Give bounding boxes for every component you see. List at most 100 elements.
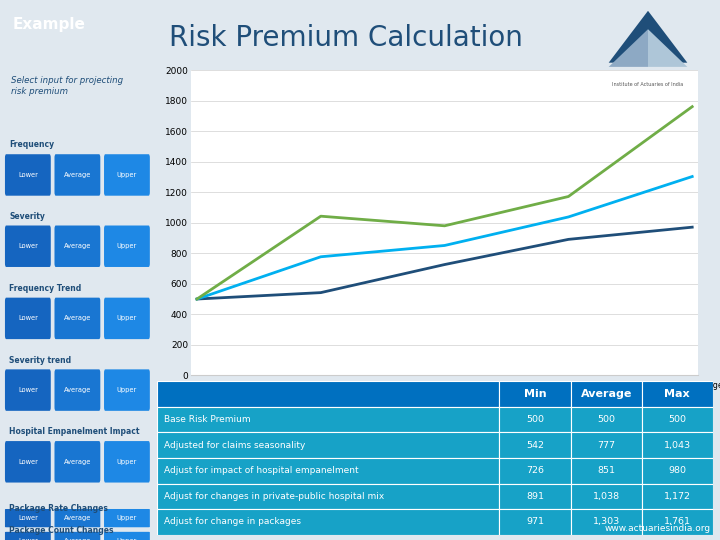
- Text: Upper: Upper: [117, 515, 137, 521]
- Text: Average: Average: [63, 243, 91, 249]
- Bar: [642, 483, 713, 509]
- Bar: [642, 458, 713, 483]
- FancyBboxPatch shape: [5, 532, 51, 540]
- Bar: [642, 381, 713, 407]
- Bar: [571, 433, 642, 458]
- Text: Package Count Changes: Package Count Changes: [9, 526, 114, 535]
- Text: 891: 891: [526, 492, 544, 501]
- Text: Adjust for changes in private-public hospital mix: Adjust for changes in private-public hos…: [163, 492, 384, 501]
- Text: Lower: Lower: [18, 172, 38, 178]
- FancyBboxPatch shape: [5, 298, 51, 339]
- Text: Adjust for impact of hospital empanelment: Adjust for impact of hospital empanelmen…: [163, 466, 359, 475]
- FancyBboxPatch shape: [55, 154, 100, 195]
- Bar: [499, 381, 571, 407]
- FancyBboxPatch shape: [5, 441, 51, 483]
- Polygon shape: [608, 11, 688, 63]
- Text: 34: 34: [12, 517, 30, 530]
- Text: 777: 777: [598, 441, 616, 450]
- FancyBboxPatch shape: [104, 154, 150, 195]
- Text: Average: Average: [63, 387, 91, 393]
- Legend: Min, Average, Max: Min, Average, Max: [344, 481, 545, 498]
- Text: 500: 500: [598, 415, 616, 424]
- Text: Lower: Lower: [18, 459, 38, 465]
- Text: Lower: Lower: [18, 515, 38, 521]
- FancyBboxPatch shape: [55, 369, 100, 411]
- Min: [317, 289, 325, 296]
- Line: Average: Average: [197, 177, 692, 299]
- Text: Average: Average: [580, 389, 632, 399]
- FancyBboxPatch shape: [104, 226, 150, 267]
- Max: [193, 296, 202, 302]
- Text: Lower: Lower: [18, 538, 38, 540]
- Text: 1,172: 1,172: [664, 492, 690, 501]
- Text: Adjusted for claims seasonality: Adjusted for claims seasonality: [163, 441, 305, 450]
- Min: [193, 296, 202, 302]
- FancyBboxPatch shape: [5, 509, 51, 527]
- FancyBboxPatch shape: [5, 154, 51, 195]
- Bar: [571, 407, 642, 433]
- Bar: [157, 458, 499, 483]
- Text: 851: 851: [598, 466, 616, 475]
- FancyBboxPatch shape: [55, 298, 100, 339]
- FancyBboxPatch shape: [104, 532, 150, 540]
- Text: 1,303: 1,303: [593, 517, 620, 526]
- Text: Risk Premium Calculation: Risk Premium Calculation: [169, 24, 523, 52]
- Min: [564, 236, 572, 242]
- Average: [193, 296, 202, 302]
- Text: Frequency Trend: Frequency Trend: [9, 284, 81, 293]
- Average: [317, 253, 325, 260]
- Bar: [499, 433, 571, 458]
- Text: Upper: Upper: [117, 315, 137, 321]
- Bar: [571, 483, 642, 509]
- FancyBboxPatch shape: [55, 441, 100, 483]
- Text: 980: 980: [668, 466, 686, 475]
- Text: Package Rate Changes: Package Rate Changes: [9, 503, 108, 512]
- Average: [564, 214, 572, 220]
- Bar: [157, 483, 499, 509]
- Text: Select input for projecting
risk premium: Select input for projecting risk premium: [11, 76, 123, 96]
- FancyBboxPatch shape: [104, 441, 150, 483]
- Bar: [157, 407, 499, 433]
- Text: 971: 971: [526, 517, 544, 526]
- Bar: [157, 381, 499, 407]
- Text: Average: Average: [63, 515, 91, 521]
- Text: Hospital Empanelment Impact: Hospital Empanelment Impact: [9, 427, 140, 436]
- FancyBboxPatch shape: [104, 509, 150, 527]
- Text: Frequency: Frequency: [9, 140, 55, 150]
- Max: [564, 193, 572, 200]
- Average: [441, 242, 449, 249]
- Text: Average: Average: [63, 459, 91, 465]
- Text: Lower: Lower: [18, 315, 38, 321]
- Bar: [499, 458, 571, 483]
- Bar: [157, 433, 499, 458]
- Text: Example: Example: [12, 17, 85, 32]
- FancyBboxPatch shape: [55, 509, 100, 527]
- Text: Severity trend: Severity trend: [9, 355, 71, 364]
- Min: [688, 224, 696, 231]
- Text: Lower: Lower: [18, 387, 38, 393]
- Line: Max: Max: [197, 107, 692, 299]
- Text: www.actuariesindia.org: www.actuariesindia.org: [604, 524, 710, 533]
- Text: 1,043: 1,043: [664, 441, 690, 450]
- Text: Min: Min: [523, 389, 546, 399]
- Text: Upper: Upper: [117, 243, 137, 249]
- Text: Base Risk Premium: Base Risk Premium: [163, 415, 251, 424]
- Text: 500: 500: [526, 415, 544, 424]
- FancyBboxPatch shape: [5, 369, 51, 411]
- Text: 1,038: 1,038: [593, 492, 620, 501]
- FancyBboxPatch shape: [104, 369, 150, 411]
- Text: Adjust for change in packages: Adjust for change in packages: [163, 517, 301, 526]
- Bar: [499, 407, 571, 433]
- Bar: [499, 483, 571, 509]
- Bar: [642, 509, 713, 535]
- Text: Institute of Actuaries of India: Institute of Actuaries of India: [613, 82, 683, 87]
- Max: [317, 213, 325, 219]
- Polygon shape: [648, 29, 688, 67]
- FancyBboxPatch shape: [5, 226, 51, 267]
- Text: Max: Max: [665, 389, 690, 399]
- Text: 1,761: 1,761: [664, 517, 690, 526]
- Text: Upper: Upper: [117, 387, 137, 393]
- Min: [441, 261, 449, 268]
- Text: Upper: Upper: [117, 538, 137, 540]
- Text: Average: Average: [63, 315, 91, 321]
